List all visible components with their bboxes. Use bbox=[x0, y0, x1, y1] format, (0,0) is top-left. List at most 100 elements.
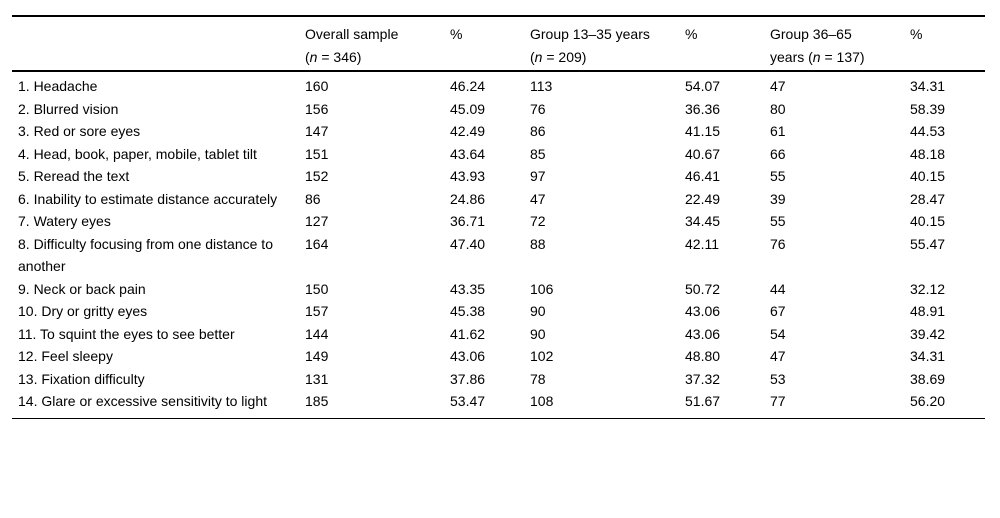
header-group-13-35: Group 13–35 years (n = 209) bbox=[530, 16, 685, 72]
header-overall-n-pre: ( bbox=[305, 48, 310, 65]
group2-count-cell: 47 bbox=[770, 348, 786, 364]
overall-percent-cell: 24.86 bbox=[450, 190, 486, 207]
group2-percent-cell: 38.69 bbox=[910, 370, 946, 387]
symptom-cell: 6. Inability to estimate distance accura… bbox=[18, 190, 278, 207]
overall-percent-cell: 42.49 bbox=[450, 123, 486, 139]
table-row: 1. Headache 160 46.24 113 54.07 47 34.31 bbox=[12, 71, 985, 98]
group2-count-cell: 47 bbox=[770, 78, 786, 94]
group2-count-cell: 80 bbox=[770, 100, 786, 117]
group2-count-cell: 61 bbox=[770, 123, 786, 139]
group1-count-cell: 90 bbox=[530, 303, 546, 319]
group1-percent-cell: 34.45 bbox=[685, 213, 721, 229]
table-row: 10. Dry or gritty eyes 157 45.38 90 43.06 67 4… bbox=[12, 300, 985, 323]
group2-percent-cell: 40.15 bbox=[910, 213, 946, 229]
symptom-cell: 11. To squint the eyes to see better bbox=[18, 325, 235, 342]
group1-count-cell: 113 bbox=[530, 78, 553, 94]
symptom-cell: 5. Reread the text bbox=[18, 168, 130, 184]
overall-count-cell: 157 bbox=[305, 303, 329, 319]
overall-percent-cell: 46.24 bbox=[450, 78, 486, 94]
overall-percent-cell: 45.09 bbox=[450, 100, 486, 117]
group1-percent-cell: 22.49 bbox=[685, 190, 721, 207]
header-row: Overall sample (n = 346) % Group 13–35 y… bbox=[12, 16, 985, 72]
group1-percent-cell: 43.06 bbox=[685, 325, 721, 342]
group1-percent-cell: 54.07 bbox=[685, 78, 721, 94]
group2-percent-cell: 48.18 bbox=[910, 145, 946, 162]
header-overall-line1: Overall sample bbox=[305, 26, 399, 42]
header-overall-n: n bbox=[309, 48, 318, 65]
table-row: 14. Glare or excessive sensitivity to li… bbox=[12, 390, 985, 418]
overall-percent-cell: 53.47 bbox=[450, 393, 486, 409]
header-group-36-65: Group 36–65 years (n = 137) bbox=[770, 16, 910, 72]
symptom-cell: 2. Blurred vision bbox=[18, 100, 119, 117]
table-row: 11. To squint the eyes to see better 144 4… bbox=[12, 323, 985, 346]
group2-percent-cell: 48.91 bbox=[910, 303, 946, 319]
overall-percent-cell: 47.40 bbox=[450, 235, 486, 252]
group2-percent-cell: 39.42 bbox=[910, 325, 946, 342]
header-group1-n-pre: ( bbox=[530, 48, 535, 65]
group1-count-cell: 88 bbox=[530, 235, 546, 252]
symptom-cell: 1. Headache bbox=[18, 78, 98, 94]
group1-percent-cell: 48.80 bbox=[685, 348, 721, 364]
symptom-cell: 8. Difficulty focusing from one distance… bbox=[18, 235, 273, 275]
header-group1-n: n bbox=[534, 48, 543, 65]
group2-percent-cell: 34.31 bbox=[910, 78, 946, 94]
header-overall-sample: Overall sample (n = 346) bbox=[305, 16, 450, 72]
table-row: 3. Red or sore eyes 147 42.49 86 41.15 61 44.5… bbox=[12, 120, 985, 143]
group1-count-cell: 102 bbox=[530, 348, 554, 364]
table-body: 1. Headache 160 46.24 113 54.07 47 34.31 2. Blu… bbox=[12, 71, 985, 418]
table-row: 2. Blurred vision 156 45.09 76 36.36 80 58.39 bbox=[12, 98, 985, 121]
group2-count-cell: 67 bbox=[770, 303, 786, 319]
overall-count-cell: 152 bbox=[305, 168, 329, 184]
table-row: 8. Difficulty focusing from one distance… bbox=[12, 233, 985, 278]
group2-percent-cell: 40.15 bbox=[910, 168, 946, 184]
group1-percent-cell: 46.41 bbox=[685, 168, 721, 184]
symptom-cell: 10. Dry or gritty eyes bbox=[18, 303, 148, 319]
group2-count-cell: 55 bbox=[770, 168, 786, 184]
group1-count-cell: 97 bbox=[530, 168, 546, 184]
overall-percent-cell: 43.64 bbox=[450, 145, 486, 162]
table-row: 5. Reread the text 152 43.93 97 46.41 55 40.15 bbox=[12, 165, 985, 188]
overall-percent-cell: 36.71 bbox=[450, 213, 486, 229]
overall-count-cell: 185 bbox=[305, 393, 329, 409]
group2-count-cell: 77 bbox=[770, 393, 786, 409]
overall-count-cell: 151 bbox=[305, 145, 329, 162]
symptom-cell: 9. Neck or back pain bbox=[18, 280, 146, 297]
group2-percent-cell: 32.12 bbox=[910, 280, 946, 297]
header-percent-group1: % bbox=[685, 16, 770, 72]
group1-count-cell: 72 bbox=[530, 213, 546, 229]
group1-count-cell: 108 bbox=[530, 393, 554, 409]
table-row: 12. Feel sleepy 149 43.06 102 48.80 47 34.31 bbox=[12, 345, 985, 368]
group2-count-cell: 53 bbox=[770, 370, 786, 387]
overall-percent-cell: 43.35 bbox=[450, 280, 486, 297]
group1-percent-cell: 37.32 bbox=[685, 370, 721, 387]
overall-count-cell: 144 bbox=[305, 325, 329, 342]
header-overall-line2: (n = 346) bbox=[305, 46, 450, 69]
symptom-cell: 7. Watery eyes bbox=[18, 213, 111, 229]
symptom-cell: 3. Red or sore eyes bbox=[18, 123, 141, 139]
header-group2-line2: years (n = 137) bbox=[770, 46, 910, 69]
group1-count-cell: 76 bbox=[530, 100, 546, 117]
overall-count-cell: 156 bbox=[305, 100, 329, 117]
header-group2-n-pre: years ( bbox=[770, 48, 813, 65]
header-percent-overall: % bbox=[450, 16, 530, 72]
group1-percent-cell: 41.15 bbox=[685, 123, 721, 139]
header-group1-line2: (n = 209) bbox=[530, 46, 685, 69]
header-group2-n-post: = 137) bbox=[820, 48, 865, 65]
group2-count-cell: 44 bbox=[770, 280, 786, 297]
group1-percent-cell: 51.67 bbox=[685, 393, 721, 409]
symptom-cell: 12. Feel sleepy bbox=[18, 348, 113, 364]
group2-percent-cell: 34.31 bbox=[910, 348, 946, 364]
overall-count-cell: 149 bbox=[305, 348, 329, 364]
symptom-cell: 4. Head, book, paper, mobile, tablet til… bbox=[18, 145, 257, 162]
group1-count-cell: 47 bbox=[530, 190, 546, 207]
header-overall-n-post: = 346) bbox=[317, 48, 362, 65]
group1-count-cell: 78 bbox=[530, 370, 546, 387]
group2-percent-cell: 58.39 bbox=[910, 100, 946, 117]
group1-count-cell: 106 bbox=[530, 280, 554, 297]
group2-percent-cell: 56.20 bbox=[910, 393, 946, 409]
overall-count-cell: 150 bbox=[305, 280, 329, 297]
header-group2-line1: Group 36–65 bbox=[770, 26, 852, 42]
group2-count-cell: 76 bbox=[770, 235, 786, 252]
overall-percent-cell: 43.06 bbox=[450, 348, 486, 364]
